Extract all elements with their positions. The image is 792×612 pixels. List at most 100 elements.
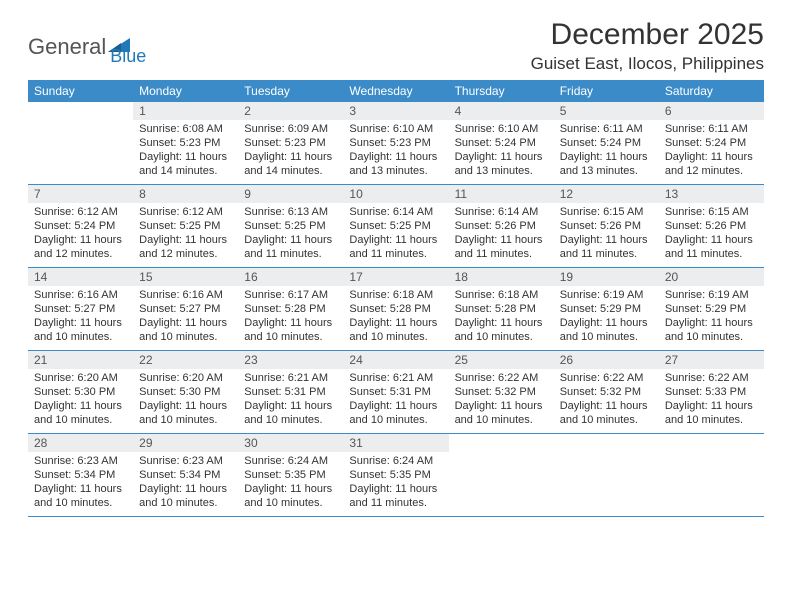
sunset-text: Sunset: 5:28 PM	[349, 302, 442, 316]
day-cell: 27Sunrise: 6:22 AMSunset: 5:33 PMDayligh…	[659, 351, 764, 433]
daylight-text: Daylight: 11 hours and 10 minutes.	[665, 399, 758, 427]
day-cell	[554, 434, 659, 516]
daylight-text: Daylight: 11 hours and 10 minutes.	[349, 399, 442, 427]
day-body: Sunrise: 6:21 AMSunset: 5:31 PMDaylight:…	[343, 369, 448, 430]
day-body: Sunrise: 6:16 AMSunset: 5:27 PMDaylight:…	[28, 286, 133, 347]
week-row: 21Sunrise: 6:20 AMSunset: 5:30 PMDayligh…	[28, 351, 764, 434]
sunrise-text: Sunrise: 6:20 AM	[34, 371, 127, 385]
day-number: 24	[343, 351, 448, 369]
day-number: 28	[28, 434, 133, 452]
day-number: 18	[449, 268, 554, 286]
day-cell	[28, 102, 133, 184]
day-body: Sunrise: 6:10 AMSunset: 5:24 PMDaylight:…	[449, 120, 554, 181]
day-body: Sunrise: 6:16 AMSunset: 5:27 PMDaylight:…	[133, 286, 238, 347]
weeks-container: 1Sunrise: 6:08 AMSunset: 5:23 PMDaylight…	[28, 102, 764, 517]
sunset-text: Sunset: 5:24 PM	[665, 136, 758, 150]
day-body: Sunrise: 6:24 AMSunset: 5:35 PMDaylight:…	[343, 452, 448, 513]
day-cell: 16Sunrise: 6:17 AMSunset: 5:28 PMDayligh…	[238, 268, 343, 350]
daylight-text: Daylight: 11 hours and 12 minutes.	[34, 233, 127, 261]
day-number: 4	[449, 102, 554, 120]
sunset-text: Sunset: 5:24 PM	[34, 219, 127, 233]
day-number: 20	[659, 268, 764, 286]
day-cell: 11Sunrise: 6:14 AMSunset: 5:26 PMDayligh…	[449, 185, 554, 267]
day-body: Sunrise: 6:19 AMSunset: 5:29 PMDaylight:…	[554, 286, 659, 347]
daylight-text: Daylight: 11 hours and 10 minutes.	[34, 482, 127, 510]
sunrise-text: Sunrise: 6:21 AM	[349, 371, 442, 385]
sunrise-text: Sunrise: 6:12 AM	[34, 205, 127, 219]
sunrise-text: Sunrise: 6:23 AM	[34, 454, 127, 468]
day-cell: 15Sunrise: 6:16 AMSunset: 5:27 PMDayligh…	[133, 268, 238, 350]
week-row: 7Sunrise: 6:12 AMSunset: 5:24 PMDaylight…	[28, 185, 764, 268]
day-cell: 29Sunrise: 6:23 AMSunset: 5:34 PMDayligh…	[133, 434, 238, 516]
sunrise-text: Sunrise: 6:08 AM	[139, 122, 232, 136]
sunset-text: Sunset: 5:28 PM	[455, 302, 548, 316]
daylight-text: Daylight: 11 hours and 11 minutes.	[244, 233, 337, 261]
day-header-row: Sunday Monday Tuesday Wednesday Thursday…	[28, 80, 764, 102]
day-body: Sunrise: 6:12 AMSunset: 5:24 PMDaylight:…	[28, 203, 133, 264]
sunrise-text: Sunrise: 6:10 AM	[455, 122, 548, 136]
sunset-text: Sunset: 5:31 PM	[244, 385, 337, 399]
day-number: 26	[554, 351, 659, 369]
daylight-text: Daylight: 11 hours and 11 minutes.	[665, 233, 758, 261]
day-body: Sunrise: 6:17 AMSunset: 5:28 PMDaylight:…	[238, 286, 343, 347]
day-cell: 30Sunrise: 6:24 AMSunset: 5:35 PMDayligh…	[238, 434, 343, 516]
day-body: Sunrise: 6:09 AMSunset: 5:23 PMDaylight:…	[238, 120, 343, 181]
day-body: Sunrise: 6:22 AMSunset: 5:32 PMDaylight:…	[449, 369, 554, 430]
day-header-tue: Tuesday	[238, 80, 343, 102]
day-cell: 20Sunrise: 6:19 AMSunset: 5:29 PMDayligh…	[659, 268, 764, 350]
logo: General Blue	[28, 26, 146, 67]
sunrise-text: Sunrise: 6:10 AM	[349, 122, 442, 136]
sunrise-text: Sunrise: 6:15 AM	[560, 205, 653, 219]
sunset-text: Sunset: 5:32 PM	[455, 385, 548, 399]
day-number: 29	[133, 434, 238, 452]
day-number: 19	[554, 268, 659, 286]
day-number: 14	[28, 268, 133, 286]
logo-text-blue: Blue	[110, 46, 146, 67]
day-body: Sunrise: 6:18 AMSunset: 5:28 PMDaylight:…	[449, 286, 554, 347]
day-number: 5	[554, 102, 659, 120]
daylight-text: Daylight: 11 hours and 10 minutes.	[139, 482, 232, 510]
sunset-text: Sunset: 5:23 PM	[349, 136, 442, 150]
day-number: 13	[659, 185, 764, 203]
day-header-fri: Friday	[554, 80, 659, 102]
day-cell: 3Sunrise: 6:10 AMSunset: 5:23 PMDaylight…	[343, 102, 448, 184]
day-cell: 8Sunrise: 6:12 AMSunset: 5:25 PMDaylight…	[133, 185, 238, 267]
sunset-text: Sunset: 5:23 PM	[139, 136, 232, 150]
sunrise-text: Sunrise: 6:23 AM	[139, 454, 232, 468]
daylight-text: Daylight: 11 hours and 13 minutes.	[455, 150, 548, 178]
day-header-sun: Sunday	[28, 80, 133, 102]
day-number: 2	[238, 102, 343, 120]
sunrise-text: Sunrise: 6:22 AM	[665, 371, 758, 385]
daylight-text: Daylight: 11 hours and 11 minutes.	[455, 233, 548, 261]
daylight-text: Daylight: 11 hours and 12 minutes.	[665, 150, 758, 178]
day-number: 12	[554, 185, 659, 203]
daylight-text: Daylight: 11 hours and 10 minutes.	[349, 316, 442, 344]
sunset-text: Sunset: 5:27 PM	[34, 302, 127, 316]
sunset-text: Sunset: 5:27 PM	[139, 302, 232, 316]
daylight-text: Daylight: 11 hours and 14 minutes.	[139, 150, 232, 178]
day-body: Sunrise: 6:14 AMSunset: 5:26 PMDaylight:…	[449, 203, 554, 264]
daylight-text: Daylight: 11 hours and 13 minutes.	[560, 150, 653, 178]
sunrise-text: Sunrise: 6:18 AM	[455, 288, 548, 302]
sunrise-text: Sunrise: 6:13 AM	[244, 205, 337, 219]
sunset-text: Sunset: 5:25 PM	[244, 219, 337, 233]
sunrise-text: Sunrise: 6:14 AM	[349, 205, 442, 219]
calendar: Sunday Monday Tuesday Wednesday Thursday…	[28, 80, 764, 517]
day-body: Sunrise: 6:08 AMSunset: 5:23 PMDaylight:…	[133, 120, 238, 181]
day-body: Sunrise: 6:23 AMSunset: 5:34 PMDaylight:…	[133, 452, 238, 513]
day-cell: 31Sunrise: 6:24 AMSunset: 5:35 PMDayligh…	[343, 434, 448, 516]
daylight-text: Daylight: 11 hours and 11 minutes.	[349, 482, 442, 510]
day-number: 16	[238, 268, 343, 286]
day-cell: 4Sunrise: 6:10 AMSunset: 5:24 PMDaylight…	[449, 102, 554, 184]
day-cell: 7Sunrise: 6:12 AMSunset: 5:24 PMDaylight…	[28, 185, 133, 267]
sunrise-text: Sunrise: 6:24 AM	[244, 454, 337, 468]
week-row: 14Sunrise: 6:16 AMSunset: 5:27 PMDayligh…	[28, 268, 764, 351]
day-cell: 28Sunrise: 6:23 AMSunset: 5:34 PMDayligh…	[28, 434, 133, 516]
sunrise-text: Sunrise: 6:21 AM	[244, 371, 337, 385]
sunrise-text: Sunrise: 6:15 AM	[665, 205, 758, 219]
day-number	[28, 102, 133, 120]
day-body: Sunrise: 6:22 AMSunset: 5:33 PMDaylight:…	[659, 369, 764, 430]
sunset-text: Sunset: 5:26 PM	[560, 219, 653, 233]
day-number: 31	[343, 434, 448, 452]
day-cell: 14Sunrise: 6:16 AMSunset: 5:27 PMDayligh…	[28, 268, 133, 350]
